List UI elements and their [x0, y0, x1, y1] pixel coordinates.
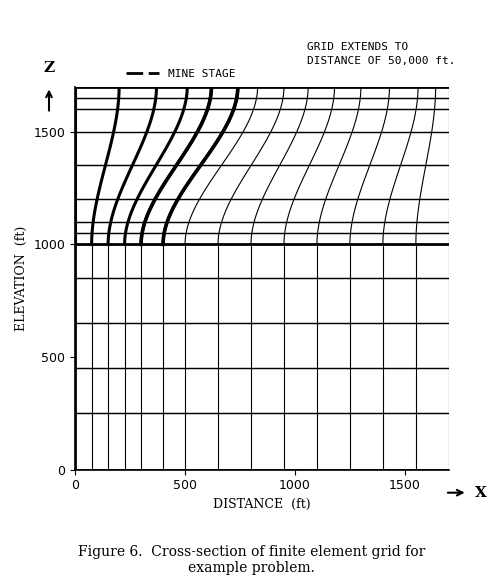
- Text: X: X: [475, 486, 487, 500]
- Text: Figure 6.  Cross-section of finite element grid for
example problem.: Figure 6. Cross-section of finite elemen…: [78, 545, 425, 575]
- X-axis label: DISTANCE  (ft): DISTANCE (ft): [213, 498, 311, 511]
- Y-axis label: ELEVATION  (ft): ELEVATION (ft): [15, 225, 28, 331]
- Text: GRID EXTENDS TO
DISTANCE OF 50,000 ft.: GRID EXTENDS TO DISTANCE OF 50,000 ft.: [307, 42, 455, 65]
- Text: Z: Z: [43, 61, 54, 75]
- Legend: MINE STAGE: MINE STAGE: [126, 69, 235, 79]
